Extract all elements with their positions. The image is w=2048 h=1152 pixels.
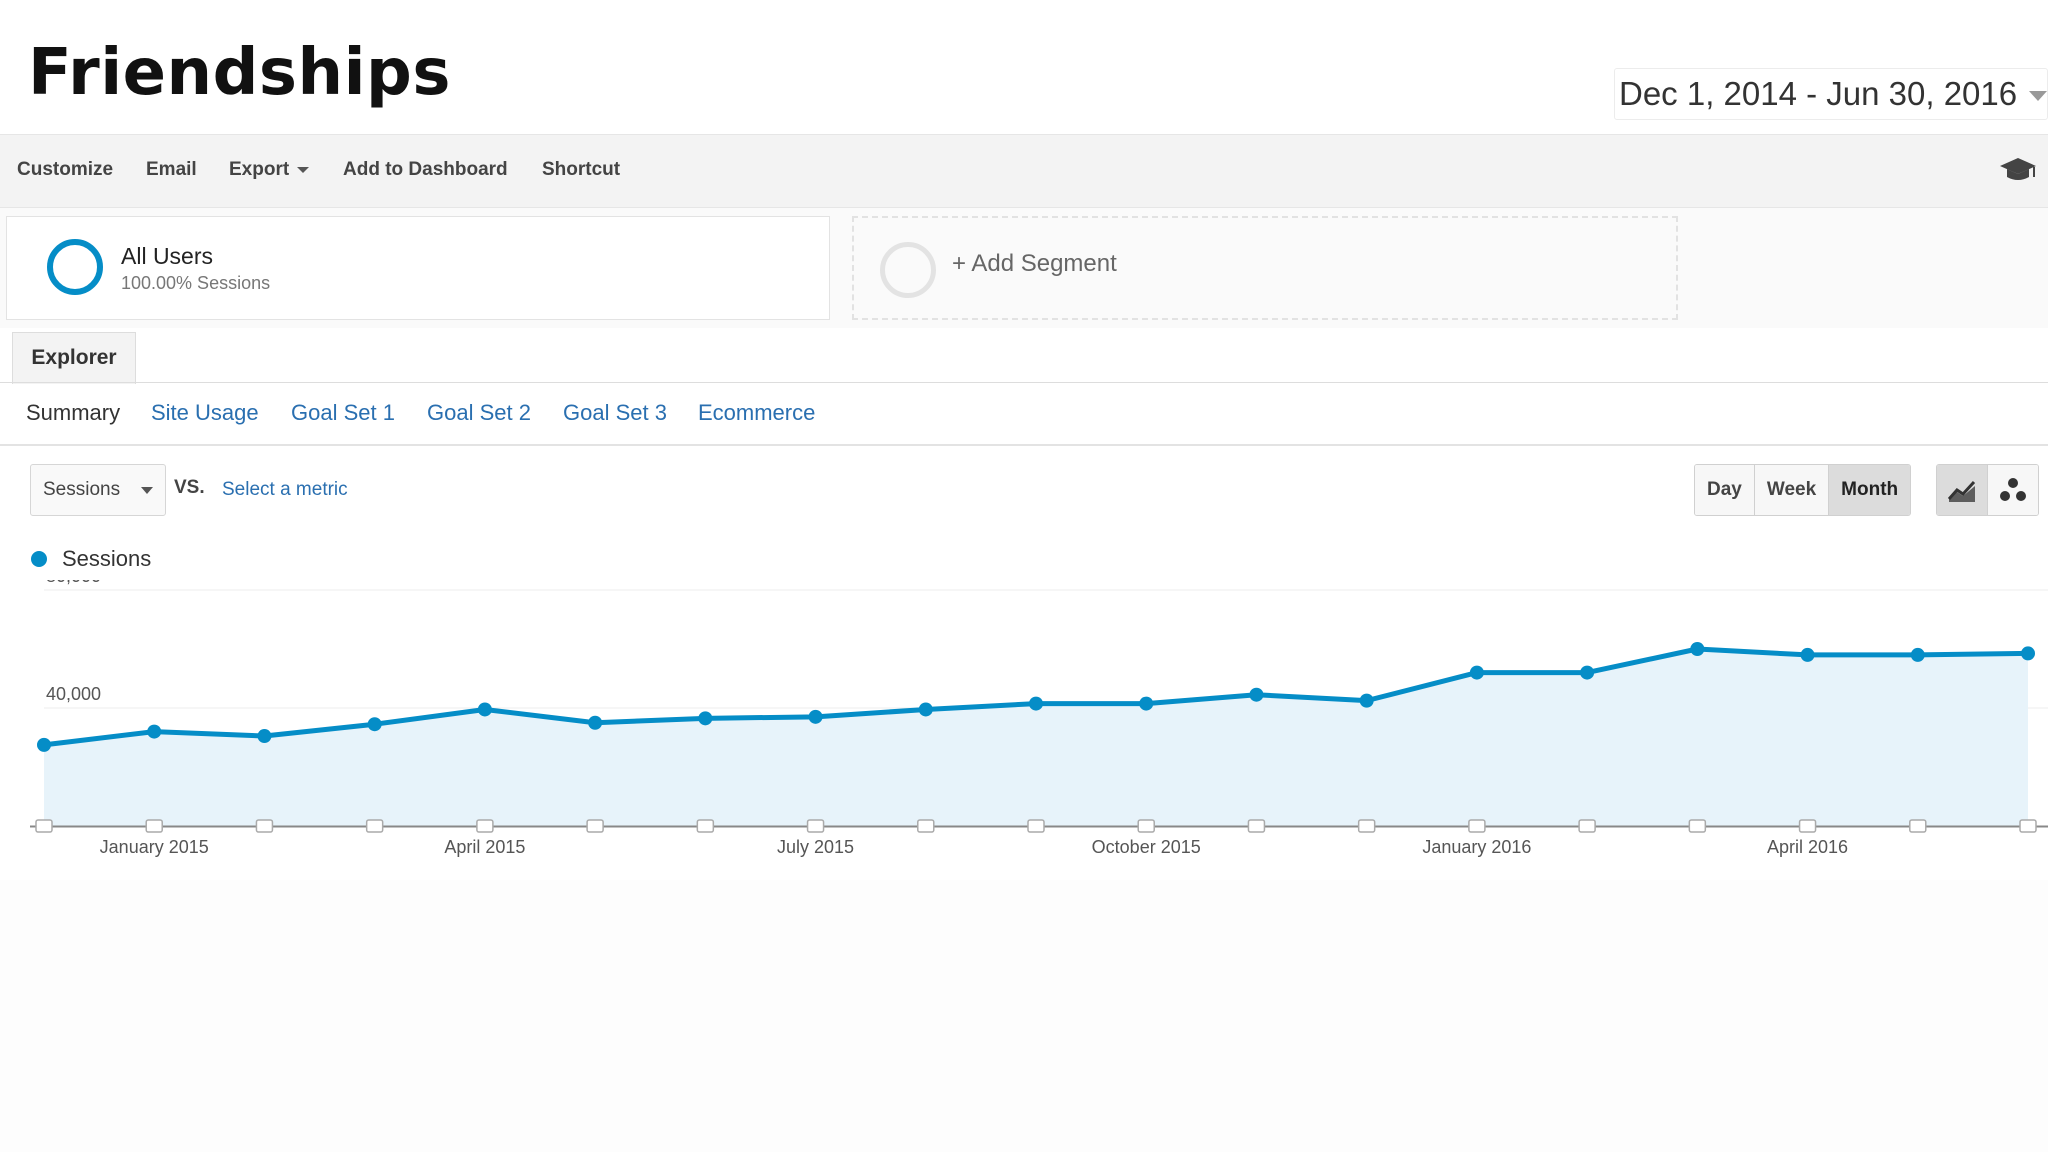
line-chart-button[interactable]	[1937, 465, 1988, 515]
x-tick-label: April 2016	[1767, 837, 1848, 857]
data-point	[808, 709, 823, 724]
x-tick-label: April 2015	[444, 837, 525, 857]
annotation-marker-icon	[1909, 819, 1927, 833]
day-button[interactable]: Day	[1695, 465, 1755, 515]
y-tick-label: 80,000	[46, 580, 101, 586]
data-point	[918, 702, 933, 717]
tab-divider	[0, 382, 2048, 383]
empty-content-area	[0, 880, 2048, 1152]
annotation-marker-icon	[1137, 819, 1155, 833]
data-point	[257, 729, 272, 744]
vs-label: VS.	[174, 477, 205, 498]
sessions-chart: 40,000 80,000 January 2015 April 2015 July 2…	[30, 580, 2048, 857]
annotation-marker-icon	[1357, 819, 1376, 833]
annotation-marker-icon	[365, 819, 384, 833]
export-button[interactable]: Export	[229, 159, 310, 181]
tab-explorer[interactable]: Explorer	[12, 332, 136, 384]
annotation-marker-icon	[1027, 819, 1045, 833]
data-point	[1139, 696, 1154, 711]
chevron-down-icon	[2029, 91, 2047, 101]
data-point	[588, 715, 603, 730]
date-range-label: Dec 1, 2014 - Jun 30, 2016	[1619, 75, 2018, 112]
data-point	[367, 717, 382, 732]
bubble-chart-icon	[2000, 478, 2026, 501]
chevron-down-icon	[141, 487, 153, 494]
data-point	[1469, 665, 1484, 680]
annotation-marker-icon	[1247, 819, 1266, 833]
subtab-goal-set-1[interactable]: Goal Set 1	[291, 400, 395, 425]
x-tick-label: January 2016	[1422, 837, 1531, 857]
subtab-goal-set-2[interactable]: Goal Set 2	[427, 400, 531, 425]
data-point	[1800, 647, 1815, 662]
data-point	[1690, 642, 1705, 656]
data-point	[37, 737, 51, 752]
export-label: Export	[229, 159, 290, 180]
annotation-marker-icon	[917, 819, 935, 833]
subtab-divider	[0, 444, 2048, 446]
month-button[interactable]: Month	[1829, 465, 1911, 515]
customize-button[interactable]: Customize	[17, 159, 114, 180]
chevron-down-icon	[297, 166, 310, 173]
week-button[interactable]: Week	[1754, 465, 1830, 515]
x-tick-label: October 2015	[1092, 837, 1201, 857]
slide-title: Friendships	[28, 36, 451, 110]
annotation-marker-icon	[806, 819, 825, 833]
annotation-marker-icon	[1578, 819, 1596, 833]
data-point	[1910, 647, 1925, 662]
empty-segment-ring-icon	[880, 242, 936, 298]
email-button[interactable]: Email	[146, 159, 197, 180]
segment-ring-icon	[47, 239, 103, 295]
data-point	[1029, 696, 1043, 711]
segment-name: All Users	[121, 243, 214, 269]
date-range-picker[interactable]: Dec 1, 2014 - Jun 30, 2016	[1614, 68, 2048, 120]
annotation-marker-icon	[145, 819, 163, 833]
subtab-site-usage[interactable]: Site Usage	[151, 400, 259, 425]
annotation-marker-icon	[255, 819, 274, 833]
annotation-marker-icon	[1798, 819, 1817, 833]
annotation-marker-icon	[2019, 819, 2037, 833]
segment-all-users[interactable]: All Users 100.00% Sessions	[6, 216, 830, 320]
legend-sessions-dot	[31, 551, 47, 567]
subtab-ecommerce[interactable]: Ecommerce	[698, 400, 816, 425]
metric-dropdown[interactable]: Sessions	[30, 464, 166, 516]
metric-dropdown-value: Sessions	[43, 479, 121, 500]
annotation-marker-icon	[476, 819, 494, 833]
annotation-marker-icon	[35, 819, 53, 833]
subtab-goal-set-3[interactable]: Goal Set 3	[563, 400, 667, 425]
annotation-marker-icon	[696, 819, 715, 833]
data-point	[2021, 646, 2035, 661]
data-point	[1359, 693, 1374, 708]
sessions-area-fill	[44, 649, 2028, 826]
data-point	[1249, 687, 1264, 702]
select-metric-link[interactable]: Select a metric	[222, 479, 348, 500]
subtab-summary[interactable]: Summary	[26, 400, 121, 425]
add-segment-button[interactable]: + Add Segment	[852, 216, 1678, 320]
add-segment-label: + Add Segment	[952, 250, 1117, 277]
chart-type-toggle	[1936, 464, 2039, 516]
annotation-marker-icon	[1468, 819, 1486, 833]
x-tick-label: July 2015	[777, 837, 854, 857]
add-to-dashboard-button[interactable]: Add to Dashboard	[343, 159, 508, 180]
data-point	[1580, 665, 1595, 680]
report-toolbar: Customize Email Export Add to Dashboard …	[0, 134, 2048, 208]
shortcut-button[interactable]: Shortcut	[542, 159, 621, 180]
annotation-marker-icon	[1688, 819, 1707, 833]
data-point	[698, 711, 713, 726]
segment-sessions-share: 100.00% Sessions	[121, 273, 271, 293]
data-point	[477, 702, 492, 717]
granularity-toggle: Day Week Month	[1694, 464, 1912, 516]
annotation-marker-icon	[586, 819, 604, 833]
graduation-cap-icon[interactable]	[1998, 155, 2038, 185]
line-chart-icon	[1947, 480, 1976, 502]
data-point	[147, 724, 162, 739]
x-tick-label: January 2015	[100, 837, 209, 857]
motion-chart-button[interactable]	[1988, 465, 2038, 515]
y-tick-label: 40,000	[46, 684, 101, 704]
legend-sessions-label: Sessions	[62, 546, 152, 571]
